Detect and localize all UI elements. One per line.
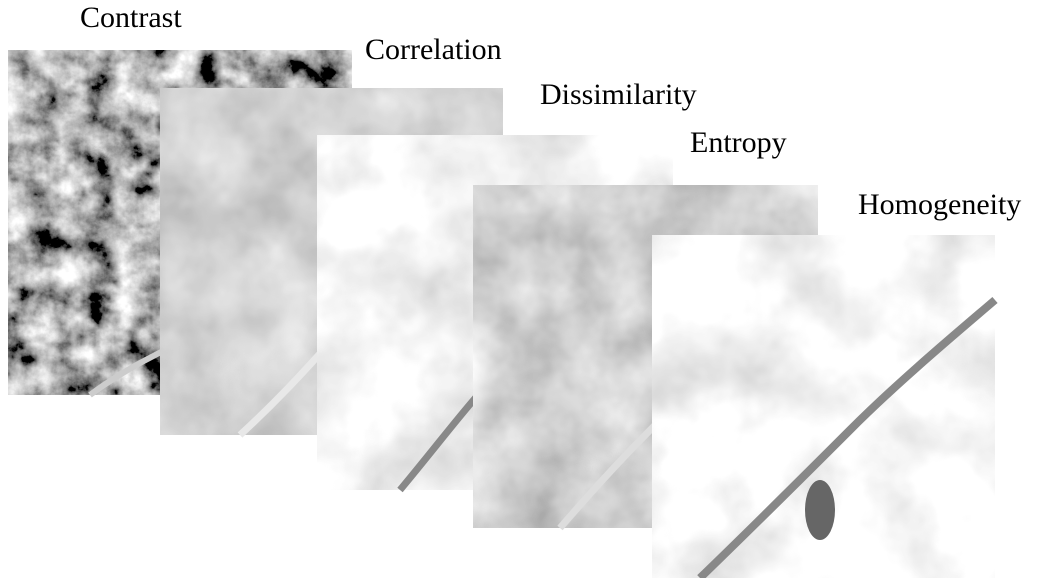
panel-label: Dissimilarity — [540, 78, 697, 111]
panel-image — [652, 235, 995, 578]
panel-label: Entropy — [690, 126, 787, 159]
panel-label: Homogeneity — [858, 188, 1021, 221]
panel-label: Correlation — [365, 33, 502, 66]
figure: Contrast Correlation Dissimilarity Entro… — [0, 0, 1050, 578]
panel-label: Contrast — [80, 1, 182, 34]
